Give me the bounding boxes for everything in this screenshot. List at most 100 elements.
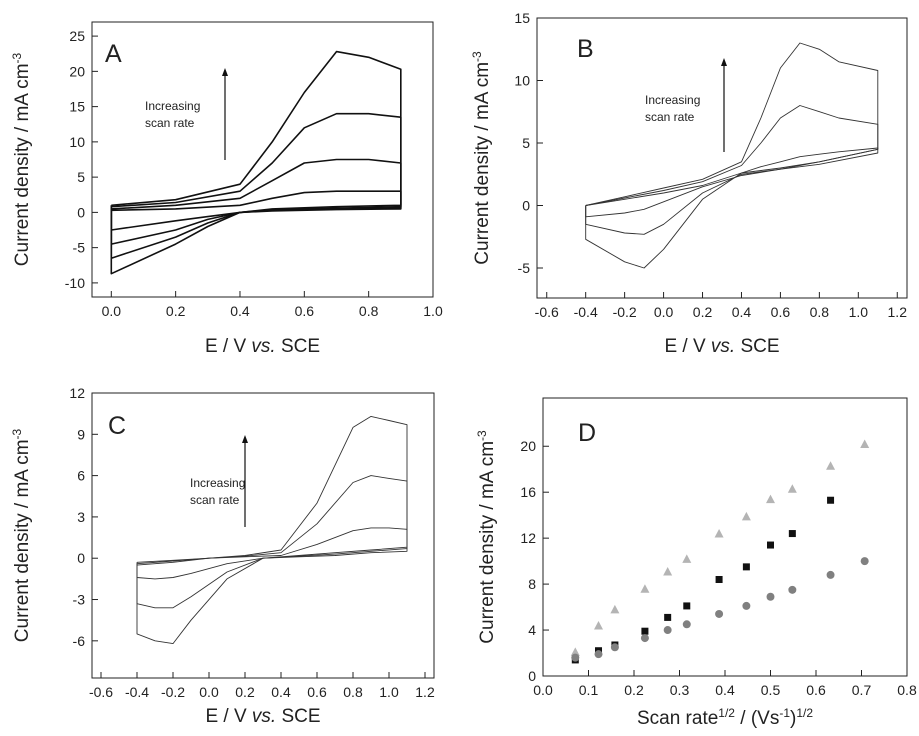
label-run: E / V bbox=[664, 336, 710, 357]
x-tick-label: 0.0 bbox=[102, 303, 122, 319]
label-run: -3 bbox=[10, 52, 24, 63]
x-tick-label: 0.4 bbox=[271, 684, 291, 700]
annotation: Increasing bbox=[190, 476, 245, 490]
label-run: -1 bbox=[779, 706, 790, 720]
plot-frame bbox=[536, 17, 908, 299]
point bbox=[826, 461, 836, 470]
x-tick-label: -0.2 bbox=[161, 684, 185, 700]
y-tick-label: 10 bbox=[514, 73, 530, 89]
point bbox=[788, 530, 796, 538]
y-tick-label: 9 bbox=[77, 426, 85, 442]
plot-frame bbox=[91, 21, 434, 298]
cv-curve bbox=[136, 415, 408, 645]
label-run: SCE bbox=[735, 336, 779, 357]
point bbox=[570, 647, 580, 656]
cv-curve bbox=[585, 147, 879, 218]
y-tick-label: 10 bbox=[69, 134, 85, 150]
x-tick-label: 0.5 bbox=[761, 682, 781, 698]
x-tick-label: 1.0 bbox=[423, 303, 443, 319]
x-tick-label: 0.2 bbox=[235, 684, 255, 700]
point bbox=[741, 511, 751, 521]
point bbox=[742, 563, 750, 571]
x-tick-label: 0.4 bbox=[230, 303, 250, 319]
y-axis-label: Current density / mA cm-3 bbox=[10, 428, 33, 642]
annotation: scan rate bbox=[145, 116, 195, 130]
point bbox=[683, 602, 691, 610]
cv-curve bbox=[585, 42, 879, 269]
y-tick-label: 25 bbox=[69, 28, 85, 44]
y-tick-label: 12 bbox=[520, 530, 536, 546]
x-tick-label: 0.8 bbox=[897, 682, 917, 698]
point bbox=[610, 604, 620, 614]
arrow-head bbox=[242, 435, 248, 443]
y-tick-label: -6 bbox=[73, 633, 86, 649]
point bbox=[767, 541, 774, 549]
x-tick-label: 0.3 bbox=[670, 682, 690, 698]
point bbox=[826, 570, 835, 579]
x-tick-label: -0.4 bbox=[574, 304, 598, 320]
point bbox=[715, 576, 723, 584]
x-tick-label: -0.4 bbox=[125, 684, 149, 700]
point bbox=[640, 634, 649, 643]
label-run: vs. bbox=[251, 336, 275, 357]
label-run: Current density / mA cm bbox=[477, 441, 498, 644]
label-run: Current density / mA cm bbox=[472, 62, 493, 265]
y-tick-label: 5 bbox=[77, 169, 85, 185]
label-run: Current density / mA cm bbox=[12, 63, 33, 266]
y-tick-label: 16 bbox=[520, 484, 536, 500]
y-tick-label: -3 bbox=[73, 592, 86, 608]
point bbox=[594, 620, 604, 630]
y-tick-label: -5 bbox=[518, 260, 531, 276]
point bbox=[663, 626, 672, 635]
y-tick-label: 12 bbox=[69, 385, 85, 401]
y-tick-label: 20 bbox=[520, 438, 536, 454]
x-tick-label: 0.2 bbox=[166, 303, 186, 319]
point bbox=[788, 585, 797, 594]
cv-curve bbox=[110, 50, 402, 275]
x-tick-label: 0.6 bbox=[307, 684, 327, 700]
x-tick-label: 0.6 bbox=[771, 304, 791, 320]
x-tick-label: 0.0 bbox=[533, 682, 553, 698]
y-tick-label: 15 bbox=[69, 99, 85, 115]
arrow-head bbox=[222, 68, 228, 76]
point bbox=[682, 620, 691, 629]
x-tick-label: 0.7 bbox=[852, 682, 872, 698]
cv-curve bbox=[136, 475, 408, 609]
label-run: SCE bbox=[276, 706, 320, 727]
label-run: Scan rate bbox=[637, 708, 718, 729]
y-tick-label: 20 bbox=[69, 63, 85, 79]
x-axis-label: E / V vs. SCE bbox=[205, 336, 320, 357]
label-run: E / V bbox=[205, 706, 251, 727]
point bbox=[682, 554, 692, 563]
label-run: vs. bbox=[711, 336, 735, 357]
point bbox=[787, 484, 797, 493]
label-run: 1/2 bbox=[796, 706, 813, 720]
label-run: -3 bbox=[10, 428, 24, 439]
x-tick-label: 1.2 bbox=[415, 684, 435, 700]
y-tick-label: 0 bbox=[522, 198, 530, 214]
point bbox=[571, 653, 580, 662]
point bbox=[641, 627, 649, 635]
cv-curve bbox=[585, 105, 879, 235]
label-run: SCE bbox=[276, 336, 320, 357]
x-tick-label: 1.0 bbox=[379, 684, 399, 700]
x-tick-label: 0.0 bbox=[199, 684, 219, 700]
annotation: scan rate bbox=[645, 110, 695, 124]
point bbox=[715, 609, 724, 618]
x-tick-label: 0.4 bbox=[732, 304, 752, 320]
y-tick-label: -10 bbox=[65, 275, 85, 291]
x-axis-label: E / V vs. SCE bbox=[664, 336, 779, 357]
point bbox=[594, 650, 603, 659]
annotation: Increasing bbox=[645, 93, 700, 107]
label-run: -3 bbox=[470, 51, 484, 62]
panel-label: B bbox=[577, 35, 594, 63]
cv-curve bbox=[110, 190, 402, 231]
annotation: scan rate bbox=[190, 493, 240, 507]
panel-label: D bbox=[578, 419, 596, 447]
panel-label: A bbox=[105, 40, 122, 68]
y-tick-label: 3 bbox=[77, 509, 85, 525]
point bbox=[766, 592, 775, 601]
y-axis-label: Current density / mA cm-3 bbox=[470, 51, 493, 265]
cv-curve bbox=[110, 112, 402, 259]
y-tick-label: 0 bbox=[77, 204, 85, 220]
